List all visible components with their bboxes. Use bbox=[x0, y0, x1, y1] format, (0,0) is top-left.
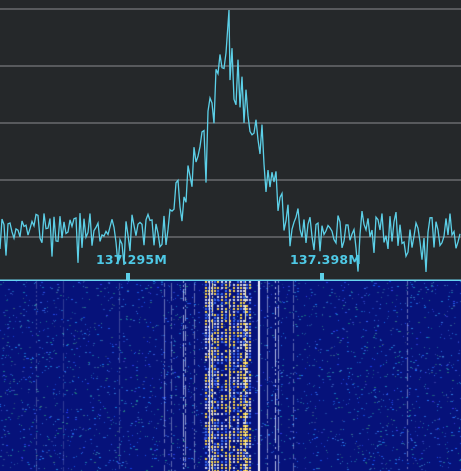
fft-spectrum-plot[interactable] bbox=[0, 0, 461, 281]
spectrum-baseline bbox=[0, 279, 461, 281]
fft-spectrum-panel[interactable]: 137.295M 137.398M bbox=[0, 0, 461, 281]
frequency-label-right: 137.398M bbox=[290, 252, 361, 267]
frequency-tick-mark bbox=[126, 273, 130, 280]
waterfall-display[interactable] bbox=[0, 281, 461, 471]
waterfall-image bbox=[0, 281, 461, 471]
spectrum-grid bbox=[0, 8, 461, 238]
frequency-tick-mark bbox=[320, 273, 324, 280]
frequency-label-left: 137.295M bbox=[96, 252, 167, 267]
spectrum-trace bbox=[0, 9, 461, 273]
